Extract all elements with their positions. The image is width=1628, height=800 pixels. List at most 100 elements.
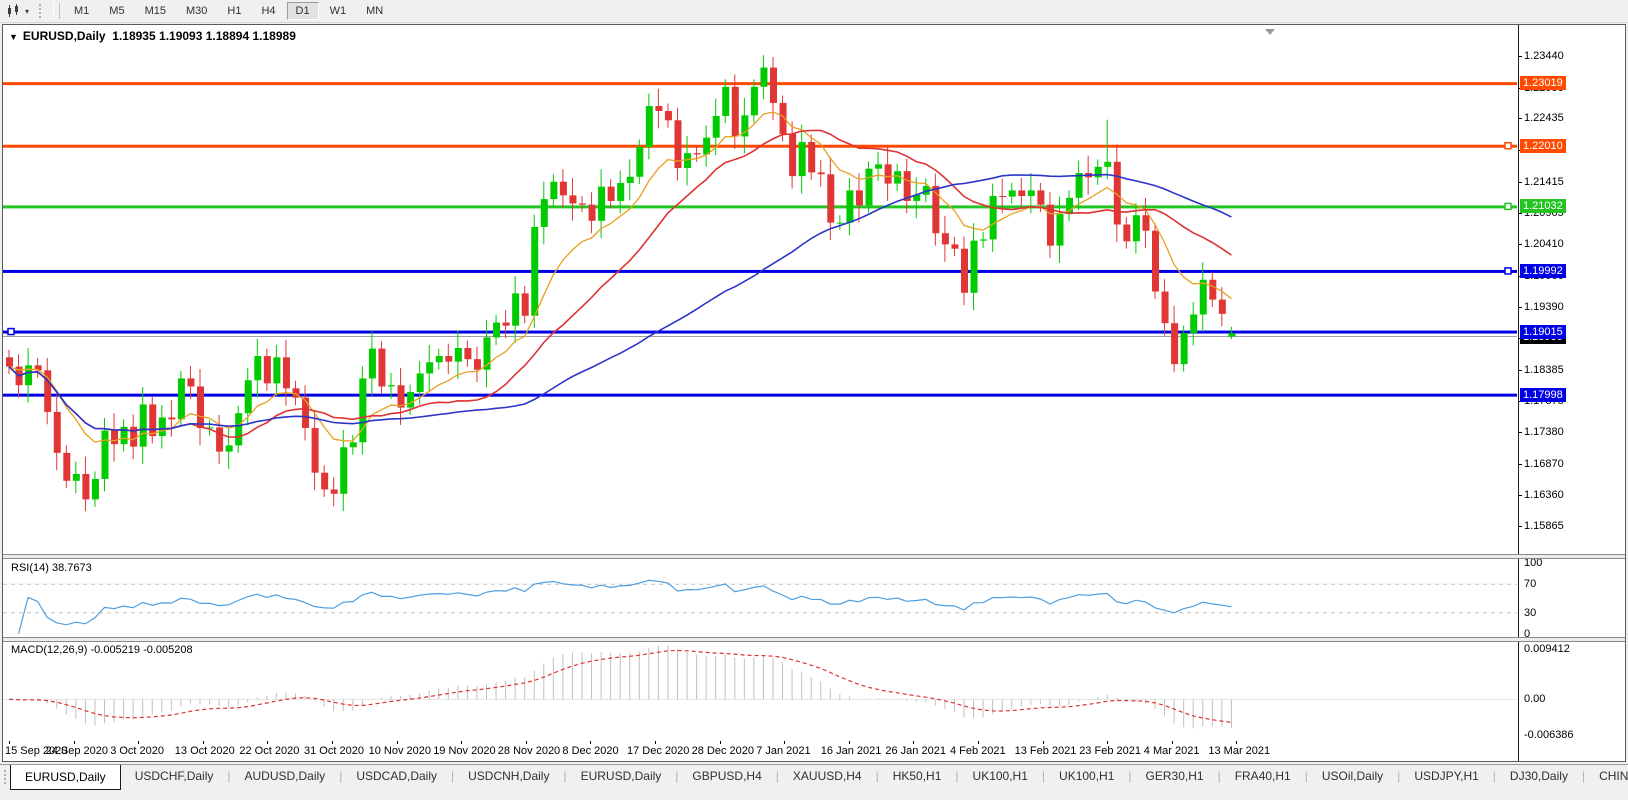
- candle-body: [454, 347, 462, 362]
- chart-tab-ger30-h1[interactable]: GER30,H1: [1145, 769, 1204, 783]
- candle-body: [1218, 299, 1226, 314]
- tab-separator: |: [775, 769, 779, 783]
- moving-average-fast: [8, 111, 1232, 443]
- date-tickmark: [784, 741, 786, 744]
- chart-tab-china300-h1[interactable]: CHINA300,H1: [1599, 769, 1628, 783]
- rsi-value: 38.7673: [51, 562, 92, 574]
- line-handle[interactable]: [1504, 141, 1512, 150]
- price-tick-1.17380: 1.17380: [1524, 426, 1564, 438]
- axis-tickmark: [1518, 495, 1522, 496]
- horizontal-line-1.23019[interactable]: [3, 82, 1517, 86]
- macd-main-value: -0.005219: [90, 644, 141, 656]
- chart-tab-gbpusd-h4[interactable]: GBPUSD,H4: [692, 769, 762, 783]
- timeframe-button-m5[interactable]: M5: [100, 2, 133, 20]
- candle-body: [750, 86, 758, 116]
- price-tick-1.22435: 1.22435: [1524, 112, 1564, 124]
- tab-separator: |: [1217, 769, 1221, 783]
- line-handle[interactable]: [1504, 267, 1512, 275]
- price-chart-canvas[interactable]: [3, 25, 1517, 553]
- candle-body: [101, 430, 109, 479]
- chart-tab-usdjpy-h1[interactable]: USDJPY,H1: [1414, 769, 1479, 783]
- candle-body: [340, 447, 348, 494]
- date-label-14: 26 Jan 2021: [885, 745, 946, 757]
- date-tickmark: [655, 741, 656, 744]
- candle-body: [397, 385, 405, 408]
- chart-tab-eurusd-daily[interactable]: EURUSD,Daily: [10, 765, 121, 790]
- time-axis[interactable]: 15 Sep 2020 24 Sep 2020 3 Oct 2020 13 Oct 2…: [3, 741, 1625, 761]
- date-tickmark: [9, 741, 10, 744]
- candle-body: [722, 86, 730, 116]
- price-pane[interactable]: [3, 25, 1625, 553]
- candle-body: [1027, 190, 1035, 196]
- candle-body: [435, 356, 443, 363]
- candle-body: [1104, 161, 1112, 167]
- chart-tab-fra40-h1[interactable]: FRA40,H1: [1234, 769, 1291, 783]
- chart-tab-usoil-daily[interactable]: USOil,Daily: [1321, 769, 1384, 783]
- chart-tab-dj30-daily[interactable]: DJ30,Daily: [1509, 769, 1568, 783]
- candle-body: [235, 413, 243, 446]
- candle-body: [464, 347, 472, 360]
- candle-body: [951, 244, 959, 249]
- candle-body: [846, 190, 854, 223]
- axis-tickmark: [1518, 307, 1522, 308]
- price-tick-1.23440: 1.23440: [1524, 50, 1564, 62]
- symbol-period-label: EURUSD,Daily: [22, 29, 106, 43]
- candle-body: [817, 172, 825, 175]
- candle-body: [502, 322, 510, 326]
- tab-separator: |: [675, 769, 679, 783]
- candle-body: [149, 404, 157, 437]
- macd-pane[interactable]: MACD(12,26,9) -0.005219 -0.005208: [3, 641, 1625, 741]
- horizontal-line-1.17998[interactable]: [3, 393, 1517, 397]
- candle-body: [1199, 279, 1207, 315]
- candle-body: [980, 239, 988, 241]
- tab-separator: |: [1304, 769, 1308, 783]
- chart-tab-xauusd-h4[interactable]: XAUUSD,H4: [792, 769, 862, 783]
- line-handle[interactable]: [1504, 202, 1512, 211]
- date-label-19: 13 Mar 2021: [1208, 745, 1271, 757]
- chart-tab-eurusd-daily[interactable]: EURUSD,Daily: [580, 769, 662, 783]
- pane-splitter[interactable]: [3, 554, 1625, 559]
- chart-tab-usdchf-daily[interactable]: USDCHF,Daily: [134, 769, 214, 783]
- candle-body: [225, 445, 233, 452]
- date-tickmark: [525, 741, 527, 744]
- pane-splitter[interactable]: [3, 637, 1625, 642]
- candle-body: [216, 427, 224, 452]
- candle-body: [330, 489, 338, 494]
- timeframe-button-m30[interactable]: M30: [177, 2, 216, 20]
- chart-tab-hk50-h1[interactable]: HK50,H1: [892, 769, 942, 783]
- candle-body: [273, 357, 281, 384]
- chart-tab-uk100-h1[interactable]: UK100,H1: [972, 769, 1028, 783]
- candle-body: [72, 473, 80, 481]
- timeframe-button-d1[interactable]: D1: [286, 2, 319, 20]
- horizontal-line-1.21032[interactable]: [3, 205, 1517, 209]
- timeframe-button-m15[interactable]: M15: [136, 2, 175, 20]
- chart-shift-marker-icon[interactable]: [1265, 29, 1275, 35]
- rsi-line: [17, 579, 1232, 635]
- macd-signal-value: -0.005208: [143, 644, 193, 656]
- date-label-15: 4 Feb 2021: [950, 745, 1006, 757]
- timeframe-button-mn[interactable]: MN: [357, 2, 392, 20]
- axis-tickmark: [1518, 213, 1522, 214]
- tab-separator: |: [451, 769, 455, 783]
- chart-tab-usdcnh-daily[interactable]: USDCNH,Daily: [468, 769, 550, 783]
- chart-tab-usdcad-daily[interactable]: USDCAD,Daily: [356, 769, 437, 783]
- candle-body: [1094, 166, 1102, 178]
- candle-body: [6, 357, 13, 367]
- date-label-6: 10 Nov 2020: [368, 745, 431, 757]
- chart-tab-uk100-h1[interactable]: UK100,H1: [1059, 769, 1115, 783]
- timeframe-button-h4[interactable]: H4: [252, 2, 284, 20]
- timeframe-button-w1[interactable]: W1: [321, 2, 356, 20]
- chart-type-dropdown-caret-icon[interactable]: ▾: [25, 6, 30, 16]
- line-price-label-1.19992: 1.19992: [1520, 264, 1566, 278]
- timeframe-button-m1[interactable]: M1: [65, 2, 98, 20]
- line-handle[interactable]: [7, 327, 15, 336]
- rsi-pane[interactable]: RSI(14) 38.7673: [3, 559, 1625, 637]
- timeframe-button-h1[interactable]: H1: [218, 2, 250, 20]
- collapse-triangle-icon[interactable]: ▼: [9, 32, 18, 42]
- candlestick-chart-icon[interactable]: [6, 4, 22, 18]
- candle-body: [1171, 323, 1179, 365]
- chart-tab-audusd-daily[interactable]: AUDUSD,Daily: [244, 769, 326, 783]
- candle-body: [674, 120, 682, 169]
- rsi-tick-0: 0: [1524, 628, 1531, 640]
- horizontal-line-1.19015[interactable]: [3, 330, 1517, 334]
